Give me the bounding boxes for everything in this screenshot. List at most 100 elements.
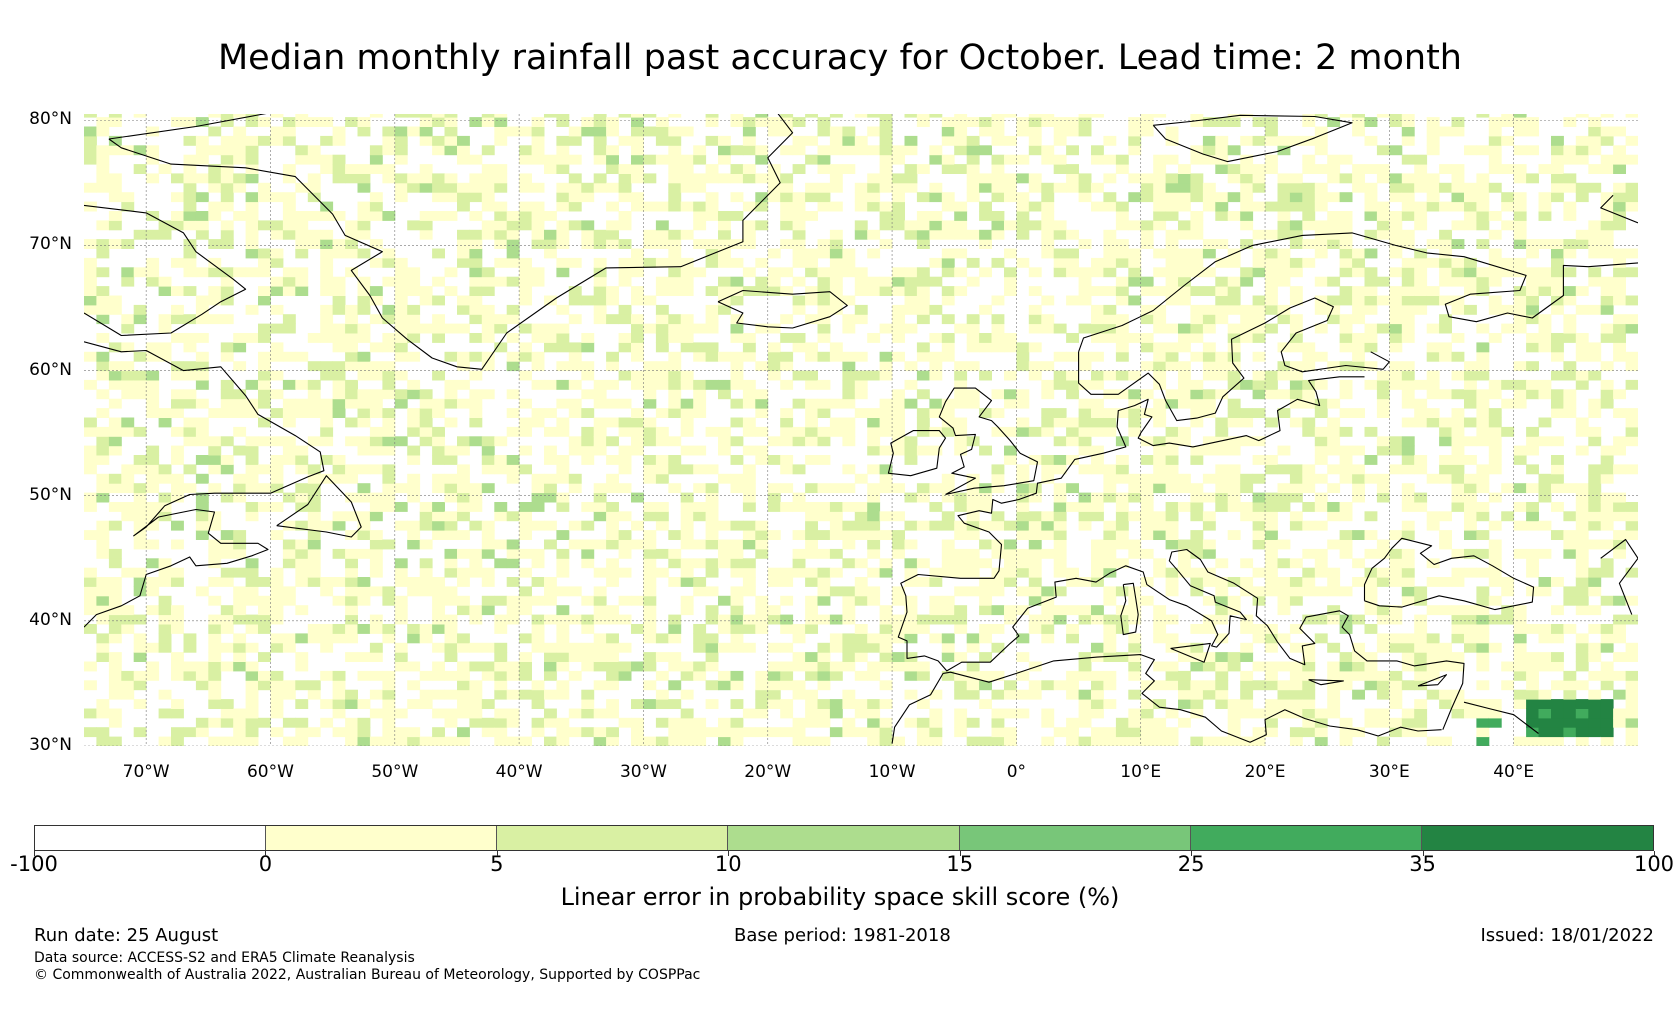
grid-cell (1016, 173, 1030, 184)
grid-cell (1265, 323, 1278, 334)
grid-cell (829, 239, 843, 249)
grid-cell (1488, 614, 1502, 625)
grid-cell (929, 633, 943, 644)
grid-cell (133, 455, 147, 465)
grid-cell (680, 154, 694, 165)
grid-cell (1426, 689, 1440, 700)
grid-cell (1153, 164, 1167, 174)
grid-cell (481, 173, 495, 184)
grid-cell (593, 389, 607, 400)
grid-cell (1289, 699, 1303, 709)
grid-cell (1414, 173, 1428, 184)
grid-cell (1028, 314, 1042, 325)
grid-cell (469, 436, 483, 447)
grid-cell (108, 473, 122, 484)
grid-cell (1140, 126, 1154, 137)
grid-cell (84, 680, 97, 691)
grid-cell (854, 145, 868, 156)
grid-cell (121, 426, 135, 437)
grid-cell (307, 117, 321, 127)
grid-cell (1426, 520, 1440, 531)
grid-cell (1004, 708, 1017, 719)
grid-cell (581, 558, 595, 569)
grid-cell (842, 417, 856, 428)
grid-cell (966, 511, 980, 522)
grid-cell (96, 361, 110, 372)
grid-cell (867, 408, 881, 418)
grid-cell (1078, 182, 1092, 193)
grid-cell (755, 257, 769, 268)
grid-cell (755, 201, 769, 212)
grid-cell (233, 633, 247, 644)
grid-cell (581, 361, 595, 372)
grid-cell (979, 652, 992, 662)
grid-cell (1066, 633, 1079, 644)
grid-cell (233, 342, 247, 353)
grid-cell (556, 342, 570, 353)
grid-cell (1476, 114, 1490, 118)
grid-cell (419, 229, 433, 240)
grid-cell (693, 661, 707, 672)
grid-cell (1227, 699, 1241, 709)
grid-cell (1327, 614, 1341, 625)
grid-cell (1613, 492, 1626, 503)
grid-cell (1178, 567, 1191, 578)
grid-cell (1588, 426, 1602, 437)
grid-cell (854, 633, 868, 644)
grid-cell (1451, 502, 1465, 512)
grid-cell (730, 370, 744, 381)
grid-cell (146, 173, 160, 184)
grid-cell (1513, 267, 1527, 278)
grid-cell (892, 211, 905, 221)
grid-cell (1389, 379, 1403, 390)
grid-cell (1165, 239, 1179, 249)
grid-cell (1401, 577, 1415, 587)
grid-cell (693, 351, 707, 362)
grid-cell (258, 257, 271, 268)
grid-cell (705, 135, 719, 146)
grid-cell (792, 211, 806, 221)
grid-cell (991, 211, 1005, 221)
grid-cell (742, 126, 756, 137)
grid-cell (1575, 145, 1589, 156)
grid-cell (121, 670, 135, 681)
grid-cell (780, 408, 794, 418)
grid-cell (730, 117, 744, 127)
grid-cell (108, 605, 122, 616)
grid-cell (1227, 717, 1241, 728)
grid-cell (867, 173, 881, 184)
grid-cell (556, 689, 570, 700)
grid-cell (1215, 117, 1229, 127)
grid-cell (1190, 398, 1204, 409)
grid-cell (1265, 661, 1278, 672)
grid-cell (1215, 145, 1229, 156)
grid-cell (1538, 286, 1552, 296)
grid-cell (1277, 145, 1291, 156)
grid-cell (1488, 295, 1502, 306)
grid-cell (1091, 408, 1104, 418)
grid-cell (1066, 577, 1079, 587)
grid-cell (171, 286, 184, 296)
grid-cell (1165, 276, 1179, 287)
grid-cell (1190, 483, 1204, 494)
grid-cell (631, 436, 644, 447)
grid-cell (1202, 342, 1216, 353)
grid-cell (444, 520, 458, 531)
grid-cell (1401, 530, 1415, 540)
grid-cell (606, 520, 619, 531)
grid-cell (1476, 595, 1490, 606)
grid-cell (1526, 586, 1539, 597)
grid-cell (805, 539, 818, 550)
grid-cell (780, 126, 794, 137)
grid-cell (966, 520, 980, 531)
grid-cell (966, 530, 980, 540)
grid-cell (544, 670, 557, 681)
grid-cell (519, 145, 532, 156)
grid-cell (556, 154, 570, 165)
grid-cell (444, 267, 458, 278)
grid-cell (668, 558, 682, 569)
grid-cell (419, 323, 433, 334)
grid-cell (929, 736, 943, 746)
grid-cell (195, 379, 209, 390)
grid-cell (382, 633, 396, 644)
